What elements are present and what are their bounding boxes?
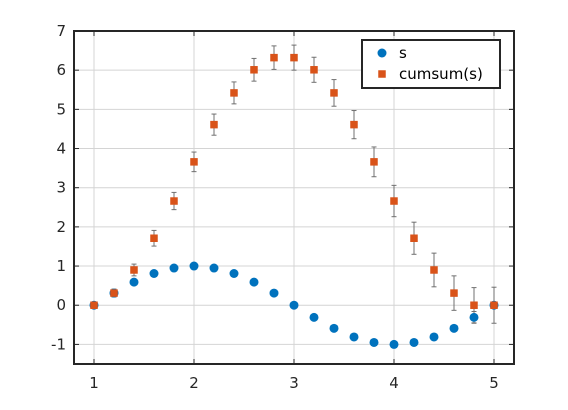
data-point-cumsum xyxy=(210,120,218,129)
legend-label: s xyxy=(399,44,407,62)
legend-marker-cumsum xyxy=(378,70,386,78)
y-tick-label: 4 xyxy=(56,140,66,158)
data-point-cumsum xyxy=(110,289,118,297)
x-tick-label: 4 xyxy=(389,374,399,392)
y-tick-label: 7 xyxy=(56,22,66,40)
data-point-s xyxy=(449,323,459,333)
data-point-s xyxy=(349,332,359,342)
axis-ticks: 1 2 3 4 5 -1 0 1 2 3 4 5 6 7 xyxy=(51,22,514,392)
data-point-cumsum xyxy=(310,66,318,74)
y-tick-label: -1 xyxy=(51,335,66,353)
data-point-cumsum xyxy=(250,66,258,74)
y-tick-label: 5 xyxy=(56,100,66,118)
legend-marker-s xyxy=(377,48,387,58)
data-point-cumsum xyxy=(270,53,278,62)
y-tick-label: 3 xyxy=(56,179,66,197)
data-point-s xyxy=(429,332,439,342)
legend: s cumsum(s) xyxy=(361,39,501,89)
data-point-s xyxy=(169,263,179,273)
data-point-cumsum xyxy=(290,53,298,62)
data-markers xyxy=(89,53,499,349)
data-point-cumsum xyxy=(450,289,458,297)
x-tick-label: 1 xyxy=(89,374,99,392)
data-point-s xyxy=(389,339,399,349)
data-point-cumsum xyxy=(90,301,98,309)
legend-label: cumsum(s) xyxy=(399,65,483,83)
data-point-cumsum xyxy=(490,301,498,309)
data-point-s xyxy=(149,269,159,279)
data-point-s xyxy=(469,312,479,322)
data-point-cumsum xyxy=(410,234,418,242)
y-tick-label: 2 xyxy=(56,218,66,236)
data-point-s xyxy=(229,269,239,279)
x-tick-label: 3 xyxy=(289,374,299,392)
data-point-s xyxy=(309,312,319,322)
data-point-s xyxy=(409,337,419,347)
data-point-cumsum xyxy=(330,89,338,97)
data-point-s xyxy=(249,277,259,287)
data-point-s xyxy=(269,288,279,298)
data-point-cumsum xyxy=(370,158,378,166)
data-point-cumsum xyxy=(430,266,438,274)
data-point-cumsum xyxy=(150,234,158,242)
y-tick-label: 1 xyxy=(56,257,66,275)
data-point-cumsum xyxy=(390,197,398,205)
data-point-cumsum xyxy=(170,197,178,205)
data-point-s xyxy=(289,300,299,310)
x-tick-label: 5 xyxy=(489,374,499,392)
data-point-s xyxy=(209,263,219,273)
data-point-s xyxy=(189,261,199,271)
data-point-cumsum xyxy=(470,301,478,309)
data-point-s xyxy=(369,337,379,347)
x-tick-label: 2 xyxy=(189,374,199,392)
data-point-cumsum xyxy=(130,266,138,274)
data-point-s xyxy=(329,323,339,333)
data-point-cumsum xyxy=(350,120,358,129)
data-point-cumsum xyxy=(190,158,198,166)
legend-box xyxy=(361,39,501,89)
data-point-cumsum xyxy=(230,89,238,97)
data-point-s xyxy=(129,277,139,287)
y-tick-label: 6 xyxy=(56,61,66,79)
y-tick-label: 0 xyxy=(56,296,66,314)
